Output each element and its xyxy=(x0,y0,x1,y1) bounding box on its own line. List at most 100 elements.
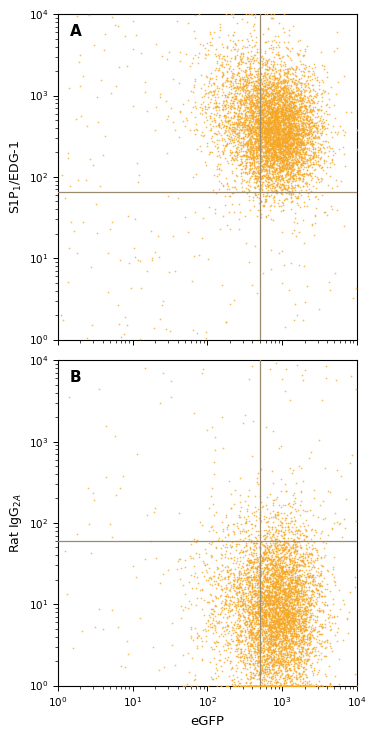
Point xyxy=(289,121,295,132)
Point xyxy=(306,149,312,160)
Point xyxy=(300,129,306,141)
Point xyxy=(309,646,315,658)
Point xyxy=(238,82,244,93)
Point xyxy=(276,88,282,100)
Point xyxy=(270,658,276,670)
Point xyxy=(258,208,264,220)
Point xyxy=(262,56,268,68)
Point xyxy=(248,548,254,560)
Point xyxy=(268,121,274,132)
Point xyxy=(270,116,276,128)
Point xyxy=(270,528,276,540)
Point xyxy=(251,587,257,599)
Point xyxy=(288,102,294,113)
Point xyxy=(286,618,292,629)
Point xyxy=(284,680,290,692)
Point xyxy=(270,79,276,91)
Point xyxy=(256,192,262,204)
Point xyxy=(244,81,250,93)
Point xyxy=(266,70,272,82)
Point xyxy=(281,99,287,111)
Point xyxy=(282,485,288,497)
Point xyxy=(320,635,326,647)
Point xyxy=(268,143,274,155)
Point xyxy=(274,78,280,90)
Point xyxy=(204,107,210,119)
Point xyxy=(254,99,260,110)
Point xyxy=(284,82,290,94)
Point xyxy=(296,114,302,126)
Point xyxy=(245,130,251,141)
Point xyxy=(285,186,291,198)
Point xyxy=(263,609,269,620)
Point xyxy=(298,654,304,665)
Point xyxy=(267,595,273,606)
Point xyxy=(281,617,287,629)
Point xyxy=(306,95,312,107)
Point xyxy=(267,619,273,631)
Point xyxy=(165,190,171,202)
Point xyxy=(210,627,216,639)
Point xyxy=(284,598,290,609)
Point xyxy=(301,86,307,98)
Point xyxy=(278,165,284,177)
Point xyxy=(321,207,327,219)
Point xyxy=(231,591,237,603)
Point xyxy=(212,102,218,113)
Point xyxy=(243,559,249,571)
Point xyxy=(283,651,289,663)
Point xyxy=(273,154,279,166)
Point xyxy=(278,105,284,117)
Point xyxy=(298,169,304,181)
Point xyxy=(304,640,310,651)
Point xyxy=(279,597,285,609)
Point xyxy=(276,162,282,174)
Point xyxy=(208,549,214,561)
Point xyxy=(297,105,303,117)
Point xyxy=(260,566,266,578)
Point xyxy=(301,578,307,590)
Point xyxy=(291,646,297,658)
Point xyxy=(231,206,237,218)
Point xyxy=(277,618,283,629)
Point xyxy=(296,585,302,597)
Point xyxy=(299,642,305,654)
Point xyxy=(294,578,300,590)
Point xyxy=(267,511,273,523)
Point xyxy=(220,95,226,107)
Point xyxy=(287,68,293,80)
Point xyxy=(261,539,267,551)
Point xyxy=(298,461,304,473)
Point xyxy=(318,620,324,632)
Point xyxy=(294,597,300,609)
Point xyxy=(280,135,286,146)
Point xyxy=(254,606,260,618)
Point xyxy=(279,563,285,575)
Point xyxy=(267,679,273,691)
Point xyxy=(227,100,233,112)
Point xyxy=(264,105,270,117)
Point xyxy=(249,83,255,95)
Point xyxy=(285,618,291,630)
Point xyxy=(269,168,275,180)
Point xyxy=(256,594,262,606)
Point xyxy=(273,113,279,124)
Point xyxy=(253,132,259,144)
Point xyxy=(285,580,291,592)
Point xyxy=(280,146,286,158)
Point xyxy=(171,73,177,85)
Point xyxy=(238,163,244,175)
Point xyxy=(267,138,273,150)
Point xyxy=(242,103,248,115)
Point xyxy=(255,652,261,664)
Point xyxy=(289,602,295,614)
Point xyxy=(241,611,247,623)
Point xyxy=(277,152,283,164)
Point xyxy=(292,142,298,154)
Point xyxy=(277,562,283,573)
Point xyxy=(275,153,281,165)
Point xyxy=(244,616,250,628)
Point xyxy=(276,157,282,169)
Point xyxy=(253,101,259,113)
Point xyxy=(231,584,237,595)
